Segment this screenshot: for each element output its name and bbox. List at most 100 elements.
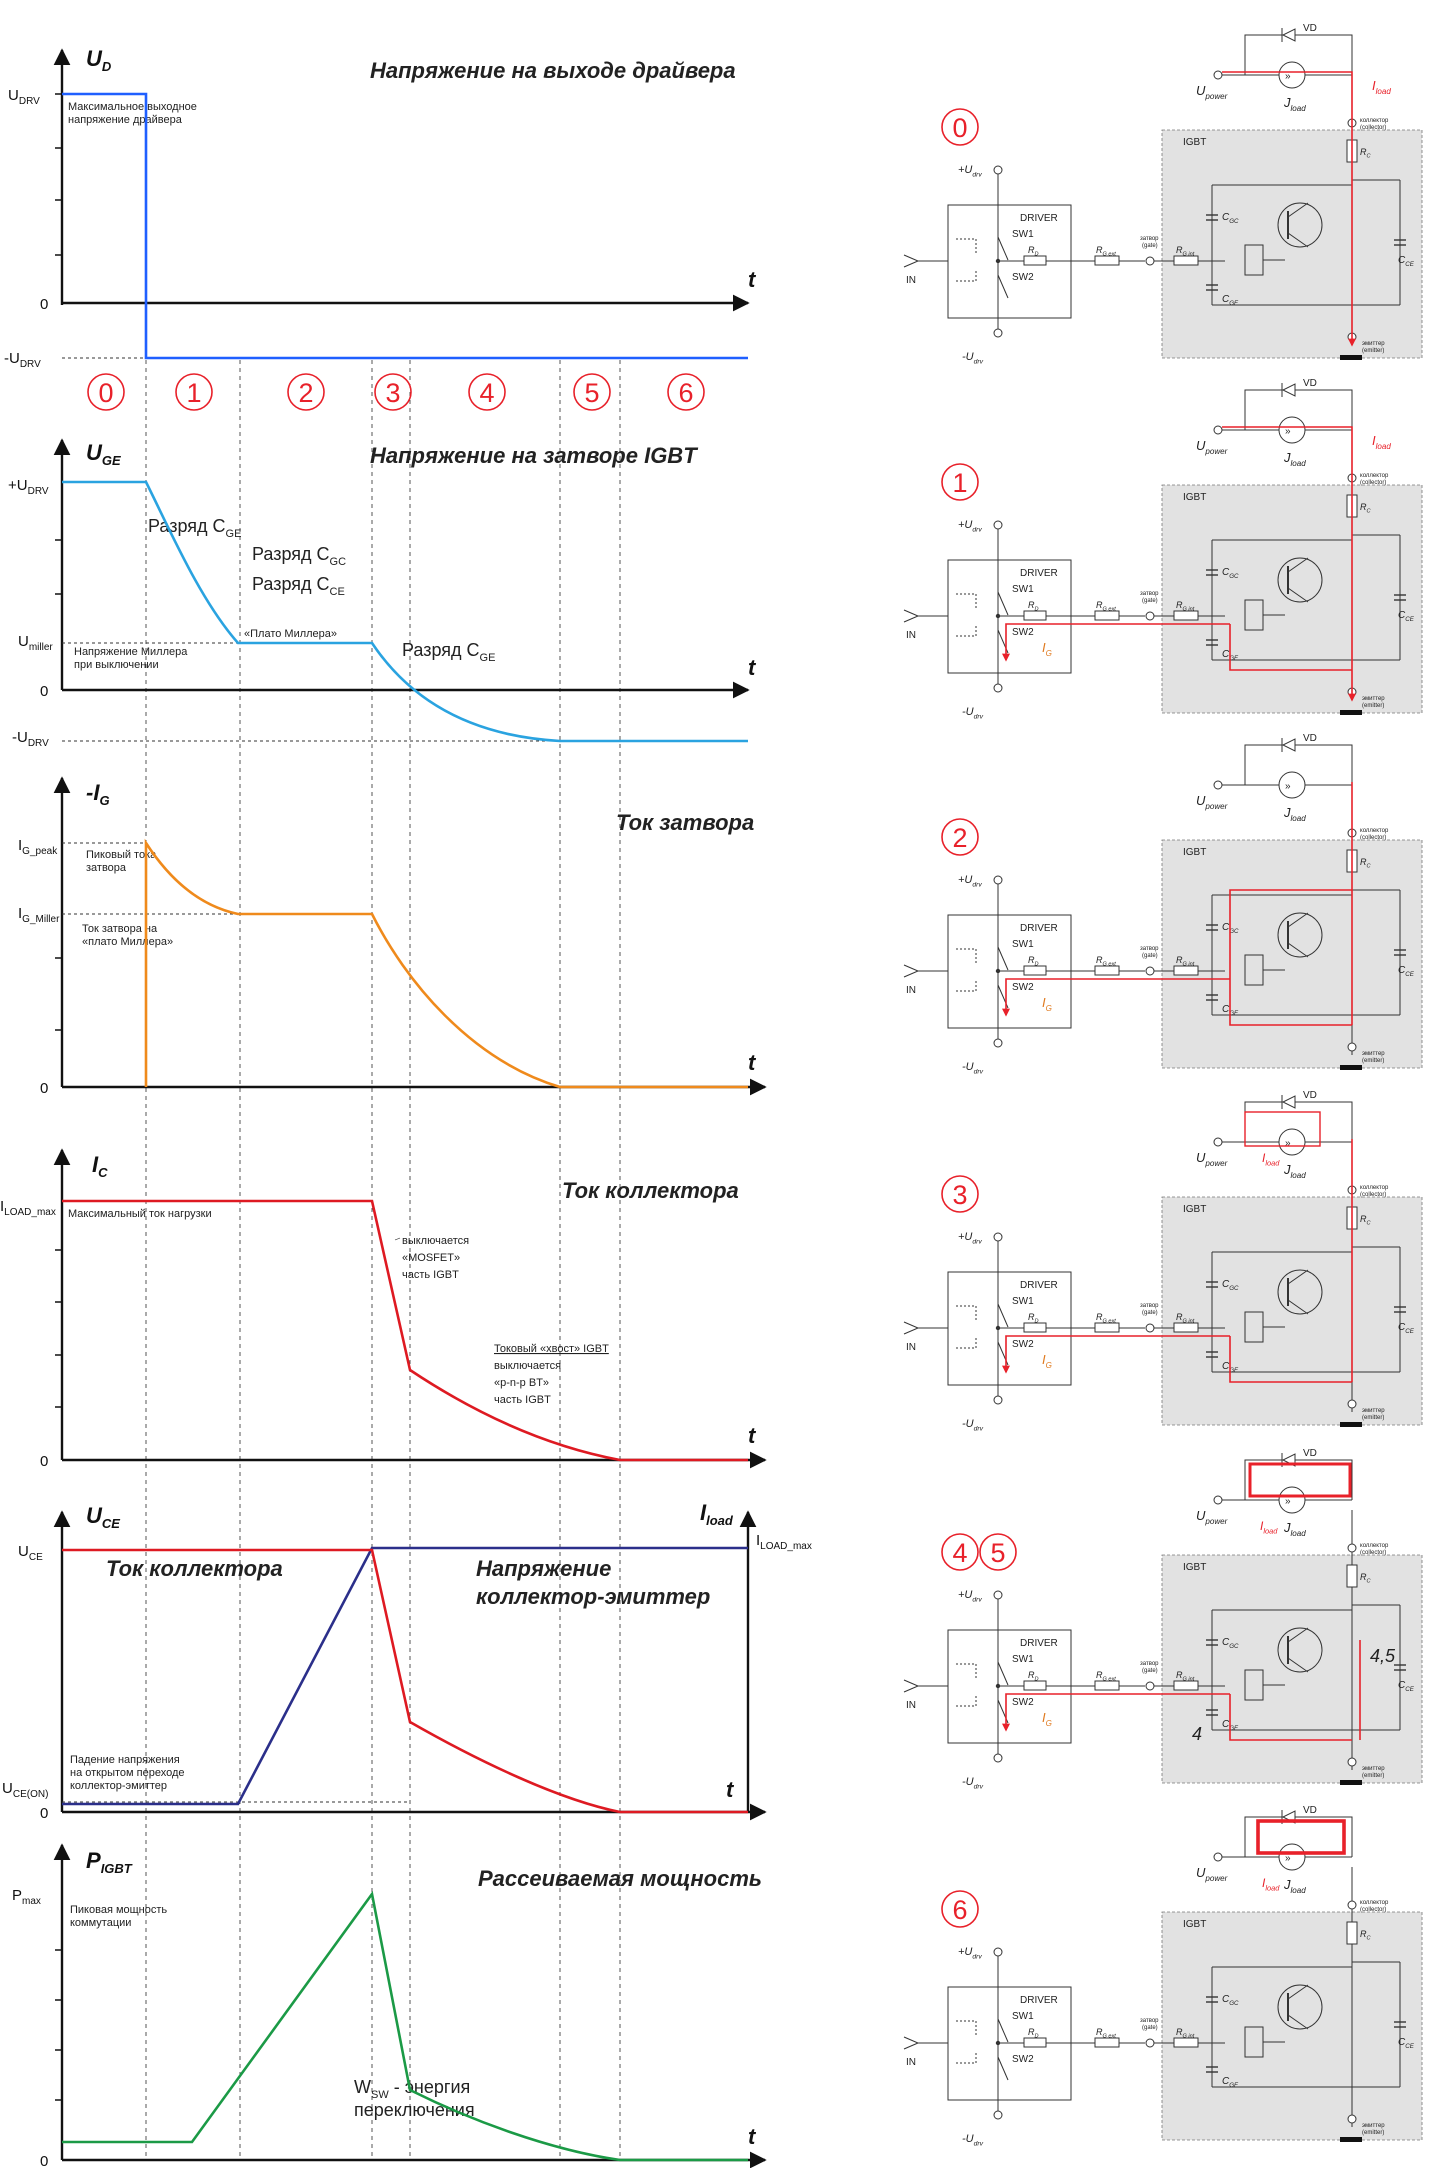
- note-udrv-2: напряжение драйвера: [68, 114, 183, 126]
- rgint-label: RG int: [1176, 2027, 1195, 2040]
- ann-wsw-2: переключения: [354, 2100, 475, 2120]
- note-igpeak-1: Пиковый тока: [86, 849, 157, 861]
- uce-waveform: [62, 1546, 748, 1806]
- rgext-label: RG ext: [1096, 2027, 1116, 2040]
- input-arrow: [903, 1679, 920, 1693]
- circuit-label-2: 2: [952, 823, 967, 853]
- jload-source: [1278, 416, 1306, 444]
- rgext-label: RG ext: [1096, 955, 1116, 968]
- tick-umiller: Umiller: [18, 633, 53, 653]
- igbt-label: IGBT: [1183, 1204, 1206, 1215]
- emitter-label-2: (emitter): [1362, 1415, 1384, 1421]
- jload-source: [1278, 1843, 1306, 1871]
- uge-waveform: [62, 480, 748, 743]
- t-label: t: [726, 1777, 735, 1802]
- gate-label-2: (gate): [1142, 1668, 1158, 1674]
- tick-udrv: UDRV: [8, 87, 40, 107]
- rd-label: RD: [1028, 600, 1039, 613]
- udrv-pos-label: +Udrv: [958, 874, 982, 888]
- collector-label-1: коллектор: [1360, 473, 1389, 479]
- circuit-1: 1 IGBT DRIVER SW1 SW2 +Udrv -Udrv IN RD RG ext зат…: [903, 378, 1423, 720]
- collector-label-2: (collector): [1360, 1550, 1386, 1556]
- t-label: t: [748, 655, 757, 680]
- gate-terminal: [1145, 2038, 1155, 2048]
- circuit-label-1: 1: [952, 468, 967, 498]
- gate-terminal: [1145, 1323, 1155, 1333]
- phase-number-4: 4: [479, 378, 494, 408]
- phase-circle: [87, 373, 125, 411]
- gate-terminal: [1145, 611, 1155, 621]
- iload-label: Iload: [1262, 1876, 1280, 1893]
- sw2: [997, 274, 1009, 299]
- gate-current-path: [1002, 623, 1230, 662]
- ann-discharge-cgc: Разряд CGC: [252, 544, 346, 568]
- ic-waveform: [62, 1199, 748, 1462]
- rc-label: RC: [1360, 502, 1372, 515]
- freewheel-path: [1256, 1819, 1346, 1855]
- iload-label: Iload: [1372, 433, 1391, 451]
- sw1-label: SW1: [1012, 939, 1034, 950]
- cge-label: CGE: [1222, 294, 1239, 307]
- igbt-label: IGBT: [1183, 1919, 1206, 1930]
- jload-source: [1278, 1128, 1306, 1156]
- input-arrow: [903, 1321, 920, 1335]
- terminal: [993, 1947, 1003, 1957]
- circuit-label-6: 6: [952, 1895, 967, 1925]
- sw1: [997, 591, 1009, 616]
- jload-symbol: »: [1285, 1853, 1291, 1864]
- ann-tail-4: часть IGBT: [494, 1394, 551, 1406]
- panel-uce: UCE Iload Ток коллектора Напряжение колл…: [2, 1500, 812, 1822]
- phase-circle: [287, 373, 325, 411]
- p-waveform: [62, 1890, 748, 2162]
- driver-label: DRIVER: [1020, 1280, 1058, 1291]
- title-uce-1: Напряжение: [476, 1556, 611, 1581]
- collector-label-2: (collector): [1360, 835, 1386, 841]
- ann-mos-3: часть IGBT: [402, 1269, 459, 1281]
- emitter-label-2: (emitter): [1362, 348, 1384, 354]
- jload-symbol: »: [1285, 426, 1291, 437]
- collector-label-2: (collector): [1360, 1192, 1386, 1198]
- upower-label: Upower: [1196, 1508, 1228, 1526]
- upower-label: Upower: [1196, 83, 1228, 101]
- ann-mos-1: выключается: [402, 1235, 469, 1247]
- iload-label: Iload: [1262, 1151, 1280, 1168]
- gate-label-1: затвор: [1140, 2018, 1159, 2024]
- udrv-neg-label: -Udrv: [962, 351, 984, 365]
- driver-label: DRIVER: [1020, 568, 1058, 579]
- jload-label: Jload: [1283, 1520, 1306, 1538]
- terminal: [993, 520, 1003, 530]
- tick-zero: 0: [40, 1805, 48, 1822]
- udrv-neg-label: -Udrv: [962, 1776, 984, 1790]
- load-current-path: [1222, 71, 1356, 347]
- igbt-label: IGBT: [1183, 1562, 1206, 1573]
- collector-label-1: коллектор: [1360, 1543, 1389, 1549]
- iload-label: Iload: [1260, 1519, 1278, 1536]
- terminal: [993, 1395, 1003, 1405]
- input-arrow: [903, 2036, 920, 2050]
- ann-discharge-cge: Разряд CGE: [148, 516, 241, 540]
- vd-diode: [1281, 1095, 1296, 1109]
- tick-pudrv: +UDRV: [8, 477, 49, 497]
- tick-zero: 0: [40, 1080, 48, 1097]
- cce-label: CCE: [1398, 965, 1415, 978]
- rgext-label: RG ext: [1096, 1670, 1116, 1683]
- collector-label-2: (collector): [1360, 480, 1386, 486]
- ann-tail-2: выключается: [494, 1360, 561, 1372]
- sw1: [997, 236, 1009, 261]
- phase-circle: [573, 373, 611, 411]
- emitter-label-2: (emitter): [1362, 2130, 1384, 2136]
- collector-label-2: (collector): [1360, 125, 1386, 131]
- tick-pmax: Pmax: [12, 1887, 41, 1907]
- udrv-neg-label: -Udrv: [962, 2133, 984, 2147]
- udrv-neg-label: -Udrv: [962, 1061, 984, 1075]
- gate-label-1: затвор: [1140, 236, 1159, 242]
- title-ud: Напряжение на выходе драйвера: [370, 58, 736, 83]
- ig-label: IG: [1042, 995, 1052, 1013]
- panel-power: PIGBT Рассеиваемая мощность t Pmax 0 Пик…: [12, 1843, 767, 2168]
- driver-label: DRIVER: [1020, 1995, 1058, 2006]
- phase-number-6: 6: [678, 378, 693, 408]
- terminal: [993, 1590, 1003, 1600]
- phase-number-3: 3: [385, 378, 400, 408]
- vd-label: VD: [1303, 23, 1317, 34]
